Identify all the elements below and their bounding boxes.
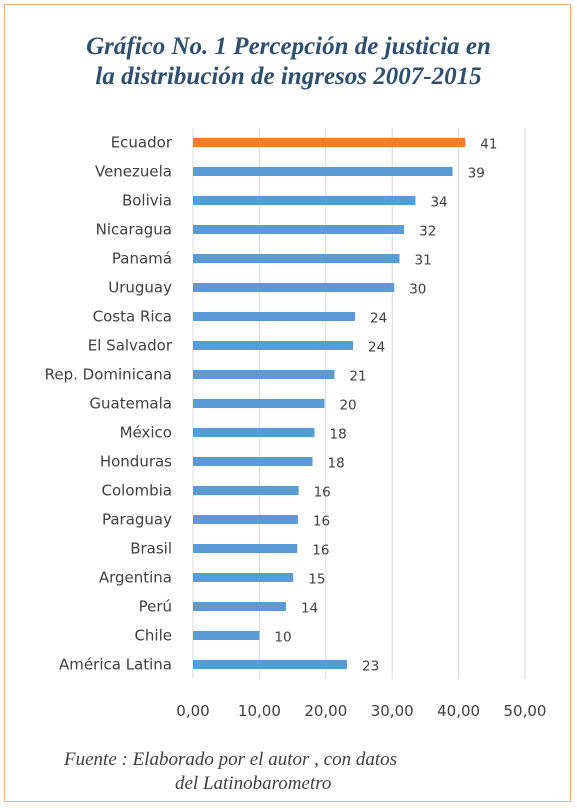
data-label: 16 bbox=[313, 514, 330, 530]
bar bbox=[193, 573, 294, 582]
category-label: Bolivia bbox=[122, 192, 172, 210]
bar bbox=[193, 370, 335, 379]
category-label: Perú bbox=[139, 598, 172, 616]
data-label: 14 bbox=[301, 601, 318, 617]
data-label: 18 bbox=[330, 427, 347, 443]
data-label: 31 bbox=[415, 253, 432, 269]
category-label: América Latina bbox=[59, 656, 172, 674]
category-labels: Ecuador Venezuela Bolivia Nicaragua Panamá Ur… bbox=[45, 134, 173, 674]
category-label: Nicaragua bbox=[96, 221, 172, 239]
data-label: 32 bbox=[419, 224, 436, 240]
bar bbox=[193, 457, 313, 466]
category-label: Uruguay bbox=[108, 279, 172, 297]
x-tick-label: 50,00 bbox=[504, 702, 547, 720]
data-label: 39 bbox=[468, 166, 485, 182]
category-label: Panamá bbox=[112, 250, 172, 268]
category-label: El Salvador bbox=[88, 337, 173, 355]
chart-title: Gráfico No. 1 Percepción de justicia en … bbox=[0, 32, 577, 92]
data-label: 30 bbox=[409, 282, 426, 298]
category-label: Argentina bbox=[99, 569, 172, 587]
bar bbox=[193, 486, 299, 495]
bar bbox=[193, 254, 400, 263]
x-tick-label: 30,00 bbox=[371, 702, 414, 720]
bar bbox=[193, 631, 260, 640]
bar bbox=[193, 399, 325, 408]
data-label: 15 bbox=[308, 572, 325, 588]
category-label: Brasil bbox=[130, 540, 172, 558]
data-label: 16 bbox=[314, 485, 331, 501]
category-label: Honduras bbox=[100, 453, 172, 471]
source-note: Fuente : Elaborado por el autor , con da… bbox=[0, 748, 577, 796]
bar bbox=[193, 138, 466, 147]
bar bbox=[193, 196, 416, 205]
chart-title-line-1: Gráfico No. 1 Percepción de justicia en bbox=[86, 33, 491, 60]
category-label: Ecuador bbox=[111, 134, 173, 152]
x-axis-ticks: 0,00 10,00 20,00 30,00 40,00 50,00 bbox=[176, 702, 546, 720]
bars bbox=[193, 138, 466, 669]
category-label: Chile bbox=[134, 627, 172, 645]
x-tick-label: 20,00 bbox=[304, 702, 347, 720]
data-label: 24 bbox=[368, 340, 385, 356]
data-label: 21 bbox=[349, 369, 366, 385]
category-label: Venezuela bbox=[95, 163, 172, 181]
x-tick-label: 40,00 bbox=[437, 702, 480, 720]
data-label: 18 bbox=[328, 456, 345, 472]
bar bbox=[193, 602, 286, 611]
category-label: Rep. Dominicana bbox=[45, 366, 172, 384]
x-tick-label: 0,00 bbox=[176, 702, 209, 720]
category-label: Paraguay bbox=[102, 511, 172, 529]
category-label: Costa Rica bbox=[93, 308, 172, 326]
bar bbox=[193, 225, 405, 234]
bar bbox=[193, 341, 354, 350]
category-label: Guatemala bbox=[89, 395, 172, 413]
data-label: 24 bbox=[370, 311, 387, 327]
data-label: 10 bbox=[274, 630, 291, 646]
bar bbox=[193, 312, 356, 321]
data-label: 41 bbox=[480, 137, 497, 153]
data-label: 16 bbox=[312, 543, 329, 559]
source-line-2: del Latinobarometro bbox=[175, 773, 332, 794]
chart-title-line-2: la distribución de ingresos 2007-2015 bbox=[95, 63, 482, 90]
bar bbox=[193, 515, 298, 524]
data-label: 20 bbox=[339, 398, 356, 414]
bar bbox=[193, 283, 395, 292]
source-line-1: Fuente : Elaborado por el autor , con da… bbox=[64, 749, 397, 770]
category-label: Colombia bbox=[102, 482, 173, 500]
bar bbox=[193, 544, 298, 553]
category-label: México bbox=[120, 424, 172, 442]
bar bbox=[193, 167, 453, 176]
data-label: 23 bbox=[362, 659, 379, 675]
x-tick-label: 10,00 bbox=[238, 702, 281, 720]
data-label: 34 bbox=[430, 195, 447, 211]
bar bbox=[193, 428, 315, 437]
bar bbox=[193, 660, 348, 669]
